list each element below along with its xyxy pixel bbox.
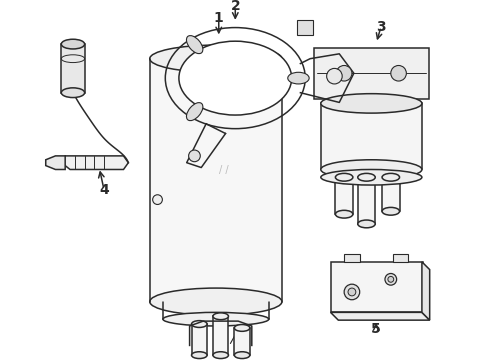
Bar [344,254,360,262]
Circle shape [189,150,200,162]
Bar [234,328,250,355]
Bar [297,20,313,35]
Text: 1: 1 [214,11,223,25]
Text: 5: 5 [371,322,381,336]
Ellipse shape [179,41,292,115]
Polygon shape [331,312,430,320]
Ellipse shape [163,312,269,326]
Ellipse shape [321,94,422,113]
Ellipse shape [150,288,282,315]
Ellipse shape [288,72,309,84]
Ellipse shape [187,103,203,121]
Bar [314,48,429,99]
Bar [393,254,408,262]
Ellipse shape [321,170,422,185]
Polygon shape [422,262,430,320]
Ellipse shape [382,174,399,181]
Ellipse shape [192,352,207,359]
Ellipse shape [150,45,282,72]
Ellipse shape [192,321,207,328]
Ellipse shape [335,210,353,218]
Polygon shape [46,156,65,170]
Text: 2: 2 [230,0,240,13]
Ellipse shape [213,352,228,359]
Circle shape [348,288,356,296]
Ellipse shape [234,324,250,331]
Bar [335,177,353,214]
Ellipse shape [61,39,85,49]
Bar [192,324,207,355]
Bar [321,103,422,170]
Ellipse shape [321,160,422,179]
Bar [358,177,375,224]
Circle shape [153,195,162,204]
Ellipse shape [234,352,250,359]
Ellipse shape [358,174,375,181]
Circle shape [327,68,342,84]
Text: /: / [375,125,378,134]
Circle shape [344,284,360,300]
Bar [382,177,399,211]
Circle shape [385,274,396,285]
Ellipse shape [382,207,399,215]
Polygon shape [60,156,128,170]
Bar [150,59,282,302]
Circle shape [388,276,394,282]
Text: 3: 3 [376,19,386,33]
Ellipse shape [335,174,353,181]
Text: 4: 4 [99,183,109,197]
Bar [213,316,228,355]
Ellipse shape [358,220,375,228]
Bar [331,262,423,312]
Ellipse shape [61,88,85,98]
Ellipse shape [187,36,203,54]
Ellipse shape [213,313,228,320]
Bar [61,44,85,93]
Circle shape [336,66,352,81]
Circle shape [391,66,406,81]
Text: / /: / / [219,166,228,175]
